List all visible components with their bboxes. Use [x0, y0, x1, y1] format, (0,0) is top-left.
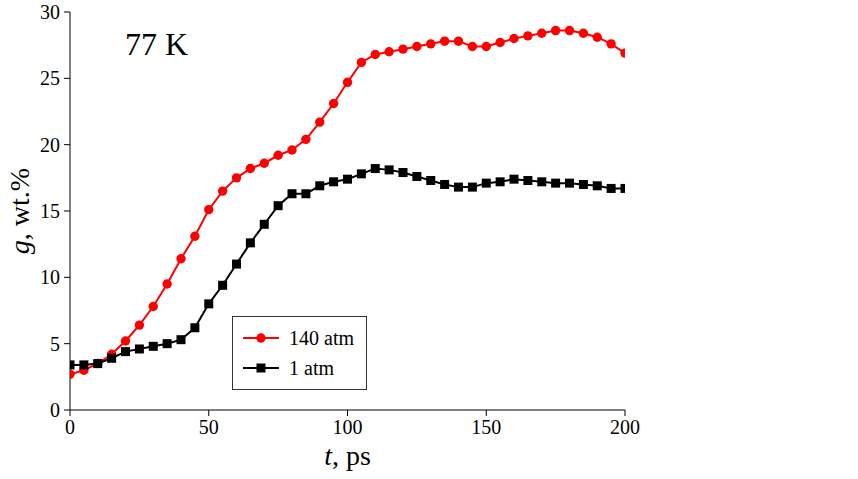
html-text:77 K: 77 K — [125, 26, 189, 62]
svg-text:0: 0 — [50, 399, 60, 421]
svg-text:15: 15 — [40, 200, 60, 222]
svg-text:30: 30 — [40, 1, 60, 23]
svg-text:100: 100 — [333, 416, 363, 438]
svg-text:5: 5 — [50, 333, 60, 355]
html-text:1 atm: 1 atm — [289, 356, 334, 379]
svg-text:25: 25 — [40, 67, 60, 89]
svg-text:150: 150 — [471, 416, 501, 438]
svg-text:10: 10 — [40, 266, 60, 288]
html-text:t, ps: t, ps — [324, 440, 371, 471]
svg-text:50: 50 — [199, 416, 219, 438]
svg-text:20: 20 — [40, 134, 60, 156]
svg-text:200: 200 — [610, 416, 640, 438]
html-text:140 atm: 140 atm — [289, 326, 354, 349]
html-text:g: g — [4, 240, 35, 255]
svg-text:0: 0 — [65, 416, 75, 438]
html-text:, wt.%: , wt.% — [4, 167, 35, 241]
